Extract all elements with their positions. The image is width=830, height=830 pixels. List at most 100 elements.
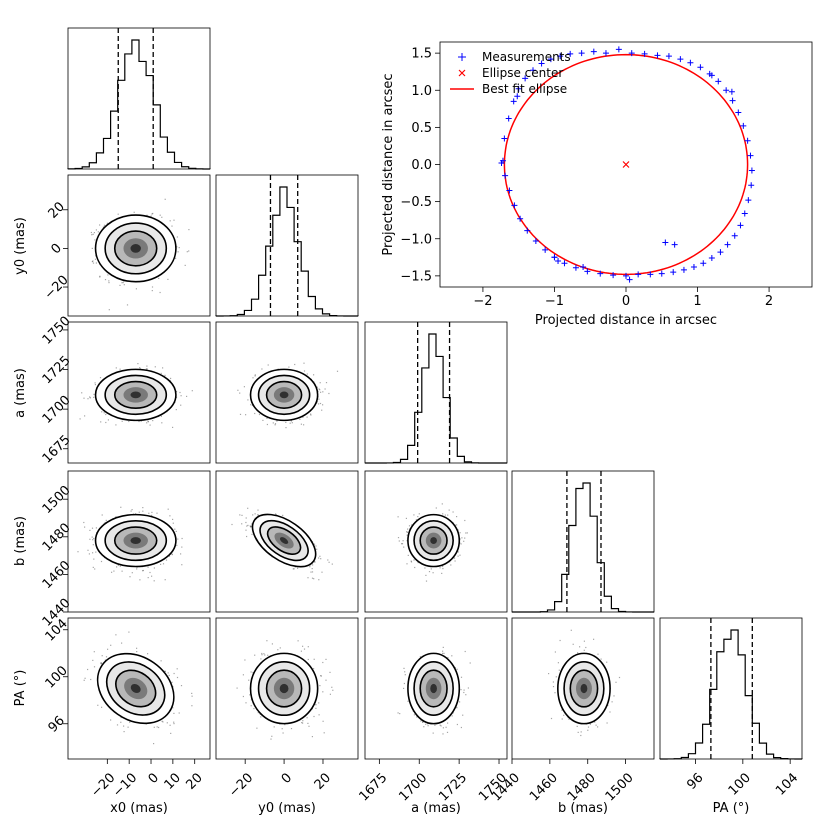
sample-point: [310, 414, 312, 416]
sample-point: [297, 567, 299, 569]
panel-frame: [215, 321, 359, 464]
sample-point: [126, 304, 129, 306]
sample-point: [92, 552, 94, 554]
sample-point: [316, 548, 318, 550]
sample-point: [176, 236, 178, 238]
sample-point: [179, 391, 181, 394]
sample-point: [282, 514, 284, 516]
histogram-panel-x0: [67, 27, 211, 170]
sample-point: [140, 420, 142, 422]
sample-point: [272, 422, 274, 424]
sample-point: [406, 563, 408, 565]
sample-point: [414, 566, 416, 569]
sample-point: [154, 366, 156, 368]
sample-point: [319, 389, 321, 391]
sample-point: [401, 543, 403, 545]
sample-point: [135, 513, 137, 515]
sample-point: [254, 374, 256, 376]
sample-point: [117, 564, 119, 566]
sample-point: [312, 564, 314, 566]
sample-point: [161, 216, 163, 218]
sample-point: [108, 280, 110, 282]
sample-point: [94, 258, 97, 260]
sample-point: [123, 284, 125, 286]
panel-frame: [364, 321, 508, 464]
sample-point: [191, 390, 193, 392]
sample-point: [159, 214, 161, 216]
sample-point: [274, 423, 277, 425]
sample-point: [294, 363, 296, 366]
sample-point: [313, 374, 315, 376]
histogram-y0: [215, 186, 359, 317]
sample-point: [142, 510, 144, 512]
sample-point: [119, 368, 121, 370]
sample-point: [397, 537, 400, 539]
histogram-panel-b: [511, 470, 655, 613]
sample-point: [175, 409, 177, 411]
histogram-b: [512, 482, 654, 613]
sample-point: [262, 419, 264, 421]
sample-point: [91, 261, 93, 263]
sample-point: [186, 395, 188, 397]
sample-point: [311, 571, 314, 573]
sample-point: [454, 560, 456, 562]
sample-point: [247, 399, 249, 401]
sample-point: [318, 579, 320, 581]
sample-point: [415, 519, 417, 521]
sample-point: [290, 420, 292, 422]
sample-point: [267, 364, 269, 366]
sample-point: [133, 211, 135, 213]
sample-point: [91, 247, 93, 249]
sample-point: [318, 388, 320, 390]
sample-point: [99, 224, 101, 226]
sample-point: [150, 215, 152, 217]
sample-point: [250, 526, 252, 528]
sample-point: [303, 362, 305, 364]
sample-point: [92, 233, 94, 235]
sample-point: [146, 214, 148, 216]
sample-point: [257, 514, 260, 516]
sample-point: [428, 571, 431, 573]
sample-point: [171, 225, 173, 227]
sample-point: [172, 522, 174, 524]
sample-point: [142, 569, 144, 572]
sample-point: [417, 516, 419, 518]
sample-point: [93, 537, 95, 540]
sample-point: [324, 388, 326, 390]
panel-frame: [67, 321, 211, 464]
sample-point: [289, 422, 291, 424]
sample-point: [162, 367, 164, 369]
sample-point: [131, 572, 133, 574]
sample-point: [258, 413, 261, 416]
sample-point: [165, 559, 168, 561]
panel-frame: [659, 617, 803, 760]
sample-point: [405, 517, 407, 519]
sample-point: [87, 398, 89, 400]
sample-point: [93, 558, 95, 560]
sample-point: [398, 540, 400, 542]
sample-point: [306, 416, 308, 418]
sample-point: [245, 521, 247, 524]
sample-point: [454, 524, 456, 526]
sample-point: [407, 554, 409, 556]
panel-frame: [511, 470, 655, 613]
sample-point: [100, 560, 103, 563]
sample-point: [135, 288, 137, 290]
sample-point: [101, 514, 103, 516]
sample-point: [93, 396, 95, 398]
sample-point: [83, 397, 85, 399]
density-contour-4: [279, 537, 289, 544]
sample-point: [164, 198, 166, 200]
sample-point: [314, 561, 316, 563]
sample-point: [311, 577, 314, 579]
sample-point: [336, 370, 339, 372]
sample-point: [94, 568, 96, 570]
sample-point: [105, 421, 107, 424]
sample-point: [303, 370, 306, 372]
sample-point: [237, 389, 239, 391]
sample-point: [448, 509, 450, 511]
sample-point: [252, 514, 254, 516]
sample-point: [137, 363, 139, 365]
sample-point: [91, 527, 94, 529]
sample-point: [142, 507, 144, 509]
